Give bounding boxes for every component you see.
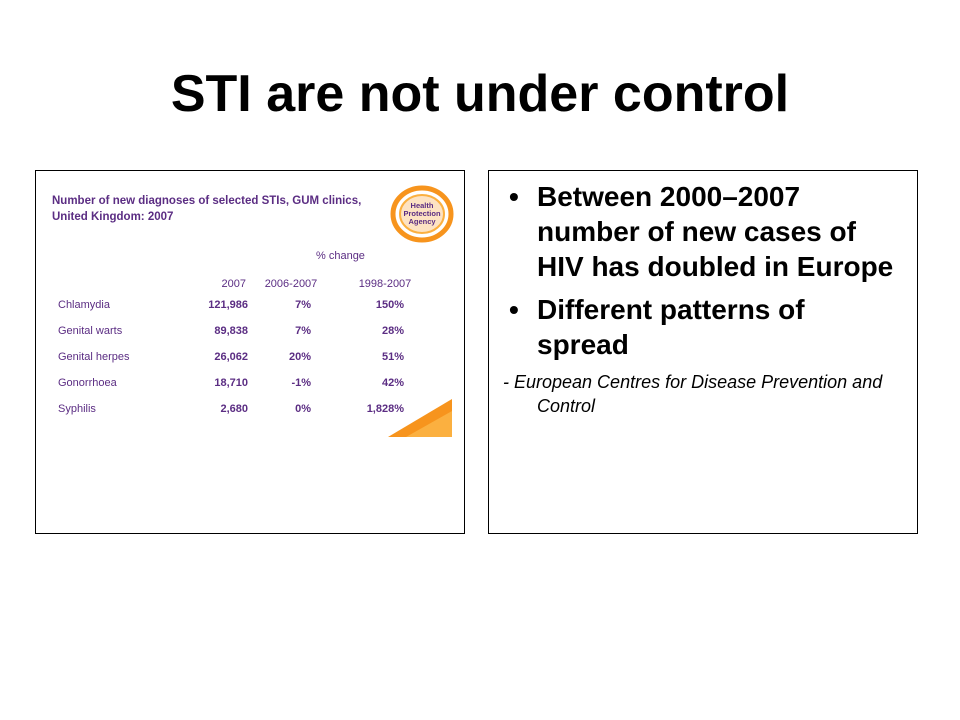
logo-text-line1: Health bbox=[410, 201, 434, 210]
cell-count-syphilis: 2,680 bbox=[220, 403, 248, 415]
row-label-gonorrhoea: Gonorrhoea bbox=[58, 377, 117, 389]
bullet-dot-1: • bbox=[509, 181, 519, 212]
cell-count-chlamydia: 121,986 bbox=[208, 299, 248, 311]
cell-count-genital-herpes: 26,062 bbox=[214, 351, 248, 363]
percent-change-header: % change bbox=[316, 250, 365, 262]
hpa-logo-swirl-icon bbox=[390, 185, 454, 243]
logo-text-line3: Agency bbox=[408, 217, 436, 226]
column-header-1998-2007: 1998-2007 bbox=[358, 278, 412, 290]
sti-table-panel: Number of new diagnoses of selected STIs… bbox=[35, 170, 465, 534]
cell-change-10y-chlamydia: 150% bbox=[375, 299, 404, 311]
row-label-genital-herpes: Genital herpes bbox=[58, 351, 130, 363]
bullet-dot-2: • bbox=[509, 294, 519, 325]
cell-change-1y-chlamydia: 7% bbox=[295, 299, 311, 311]
column-header-2007: 2007 bbox=[221, 278, 246, 290]
cell-count-gonorrhoea: 18,710 bbox=[214, 377, 248, 389]
logo-text-line2: Protection bbox=[403, 209, 441, 218]
cell-change-10y-genital-herpes: 51% bbox=[381, 351, 404, 363]
cell-count-genital-warts: 89,838 bbox=[214, 325, 248, 337]
row-label-syphilis: Syphilis bbox=[58, 403, 96, 415]
bullet-text-1: Between 2000–2007 number of new cases of… bbox=[537, 181, 894, 282]
column-header-2006-2007: 2006-2007 bbox=[264, 278, 318, 290]
cell-change-1y-syphilis: 0% bbox=[295, 403, 311, 415]
bullet-spread-patterns: • Different patterns of spread bbox=[503, 292, 903, 362]
cell-change-1y-genital-herpes: 20% bbox=[288, 351, 311, 363]
hpa-logo: Health Protection Agency bbox=[390, 185, 454, 243]
source-attribution: - European Centres for Disease Preventio… bbox=[503, 372, 883, 416]
slide-title: STI are not under control bbox=[170, 65, 790, 123]
orange-corner-triangle-icon bbox=[388, 399, 452, 437]
cell-change-1y-genital-warts: 7% bbox=[295, 325, 311, 337]
row-label-chlamydia: Chlamydia bbox=[58, 299, 110, 311]
table-heading: Number of new diagnoses of selected STIs… bbox=[52, 195, 362, 223]
cell-change-10y-syphilis: 1,828% bbox=[366, 403, 404, 415]
bullet-text-2: Different patterns of spread bbox=[537, 294, 805, 360]
summary-text-panel: • Between 2000–2007 number of new cases … bbox=[488, 170, 918, 534]
bullet-hiv-doubled: • Between 2000–2007 number of new cases … bbox=[503, 179, 903, 284]
cell-change-10y-gonorrhoea: 42% bbox=[381, 377, 404, 389]
row-label-genital-warts: Genital warts bbox=[58, 325, 123, 337]
cell-change-1y-gonorrhoea: -1% bbox=[291, 377, 311, 389]
cell-change-10y-genital-warts: 28% bbox=[381, 325, 404, 337]
